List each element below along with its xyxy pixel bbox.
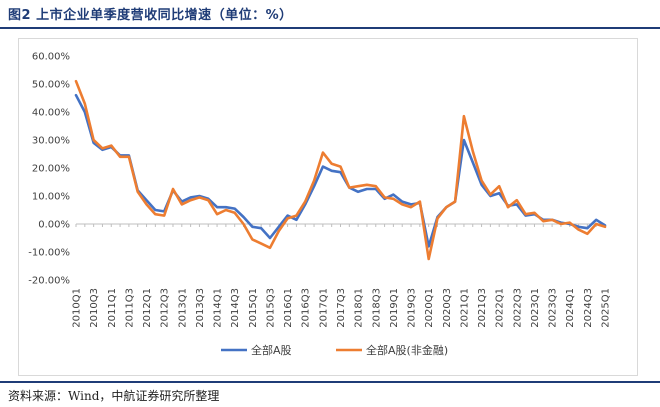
- x-tick-label: 2011Q1: [107, 288, 118, 328]
- x-tick-label: 2021Q1: [459, 288, 470, 328]
- y-tick-label: -20.00%: [28, 276, 70, 287]
- x-tick-label: 2012Q1: [142, 288, 153, 328]
- x-tick-label: 2017Q3: [336, 288, 347, 328]
- x-tick-label: 2019Q1: [389, 288, 400, 328]
- x-axis-tick-labels: 2010Q1 2010Q3 2011Q1 2011Q3 2012Q1 2012Q3 2013…: [72, 288, 612, 328]
- x-tick-label: 2023Q1: [530, 288, 541, 328]
- x-tick-label: 2014Q1: [213, 288, 224, 328]
- x-tick-label: 2012Q3: [160, 288, 171, 328]
- x-tick-label: 2015Q1: [248, 288, 259, 328]
- y-tick-label: 0.00%: [38, 220, 70, 231]
- figure-title: 图2 上市企业单季度营收同比增速（单位：%）: [8, 8, 293, 23]
- series-line-2: [74, 79, 607, 261]
- x-tick-label: 2016Q3: [301, 288, 312, 328]
- x-tick-label: 2010Q3: [89, 288, 100, 328]
- legend-label-1: 全部A股: [251, 343, 292, 357]
- x-tick-label: 2024Q1: [565, 288, 576, 328]
- x-tick-label: 2025Q1: [601, 288, 612, 328]
- y-tick-label: 30.00%: [32, 136, 70, 147]
- x-tick-label: 2019Q3: [407, 288, 418, 328]
- x-tick-label: 2021Q3: [477, 288, 488, 328]
- y-tick-label: 60.00%: [32, 52, 70, 63]
- x-tick-label: 2022Q3: [512, 288, 523, 328]
- x-tick-label: 2015Q3: [265, 288, 276, 328]
- x-tick-label: 2020Q1: [424, 288, 435, 328]
- x-tick-label: 2013Q1: [177, 288, 188, 328]
- y-tick-label: 20.00%: [32, 164, 70, 175]
- x-tick-label: 2023Q3: [548, 288, 559, 328]
- y-tick-label: 50.00%: [32, 80, 70, 91]
- title-rule: [0, 27, 660, 29]
- legend: 全部A股 全部A股(非金融): [221, 343, 448, 357]
- series-line-1: [74, 93, 607, 248]
- x-tick-label: 2017Q1: [318, 288, 329, 328]
- x-tick-label: 2022Q1: [495, 288, 506, 328]
- x-tick-label: 2011Q3: [124, 288, 135, 328]
- x-tick-label: 2018Q1: [354, 288, 365, 328]
- x-tick-label: 2020Q3: [442, 288, 453, 328]
- plot-frame: 60.00% 50.00% 40.00% 30.00% 20.00% 10.00% 0.00…: [18, 38, 638, 376]
- y-tick-label: -10.00%: [28, 248, 70, 259]
- source-note: 资料来源：Wind，中航证券研究所整理: [8, 389, 220, 403]
- source-rule: [0, 381, 660, 383]
- legend-label-2: 全部A股(非金融): [366, 343, 448, 357]
- y-axis-tick-labels: 60.00% 50.00% 40.00% 30.00% 20.00% 10.00% 0.00…: [28, 52, 70, 287]
- y-tick-label: 10.00%: [32, 192, 70, 203]
- x-tick-label: 2024Q3: [583, 288, 594, 328]
- x-tick-label: 2018Q3: [371, 288, 382, 328]
- x-tick-label: 2013Q3: [195, 288, 206, 328]
- series-lines: [74, 79, 607, 261]
- x-tick-label: 2010Q1: [72, 288, 83, 328]
- line-chart: 60.00% 50.00% 40.00% 30.00% 20.00% 10.00% 0.00…: [28, 52, 612, 358]
- x-tick-label: 2014Q3: [230, 288, 241, 328]
- x-axis: [75, 223, 606, 227]
- x-tick-label: 2016Q1: [283, 288, 294, 328]
- y-tick-label: 40.00%: [32, 108, 70, 119]
